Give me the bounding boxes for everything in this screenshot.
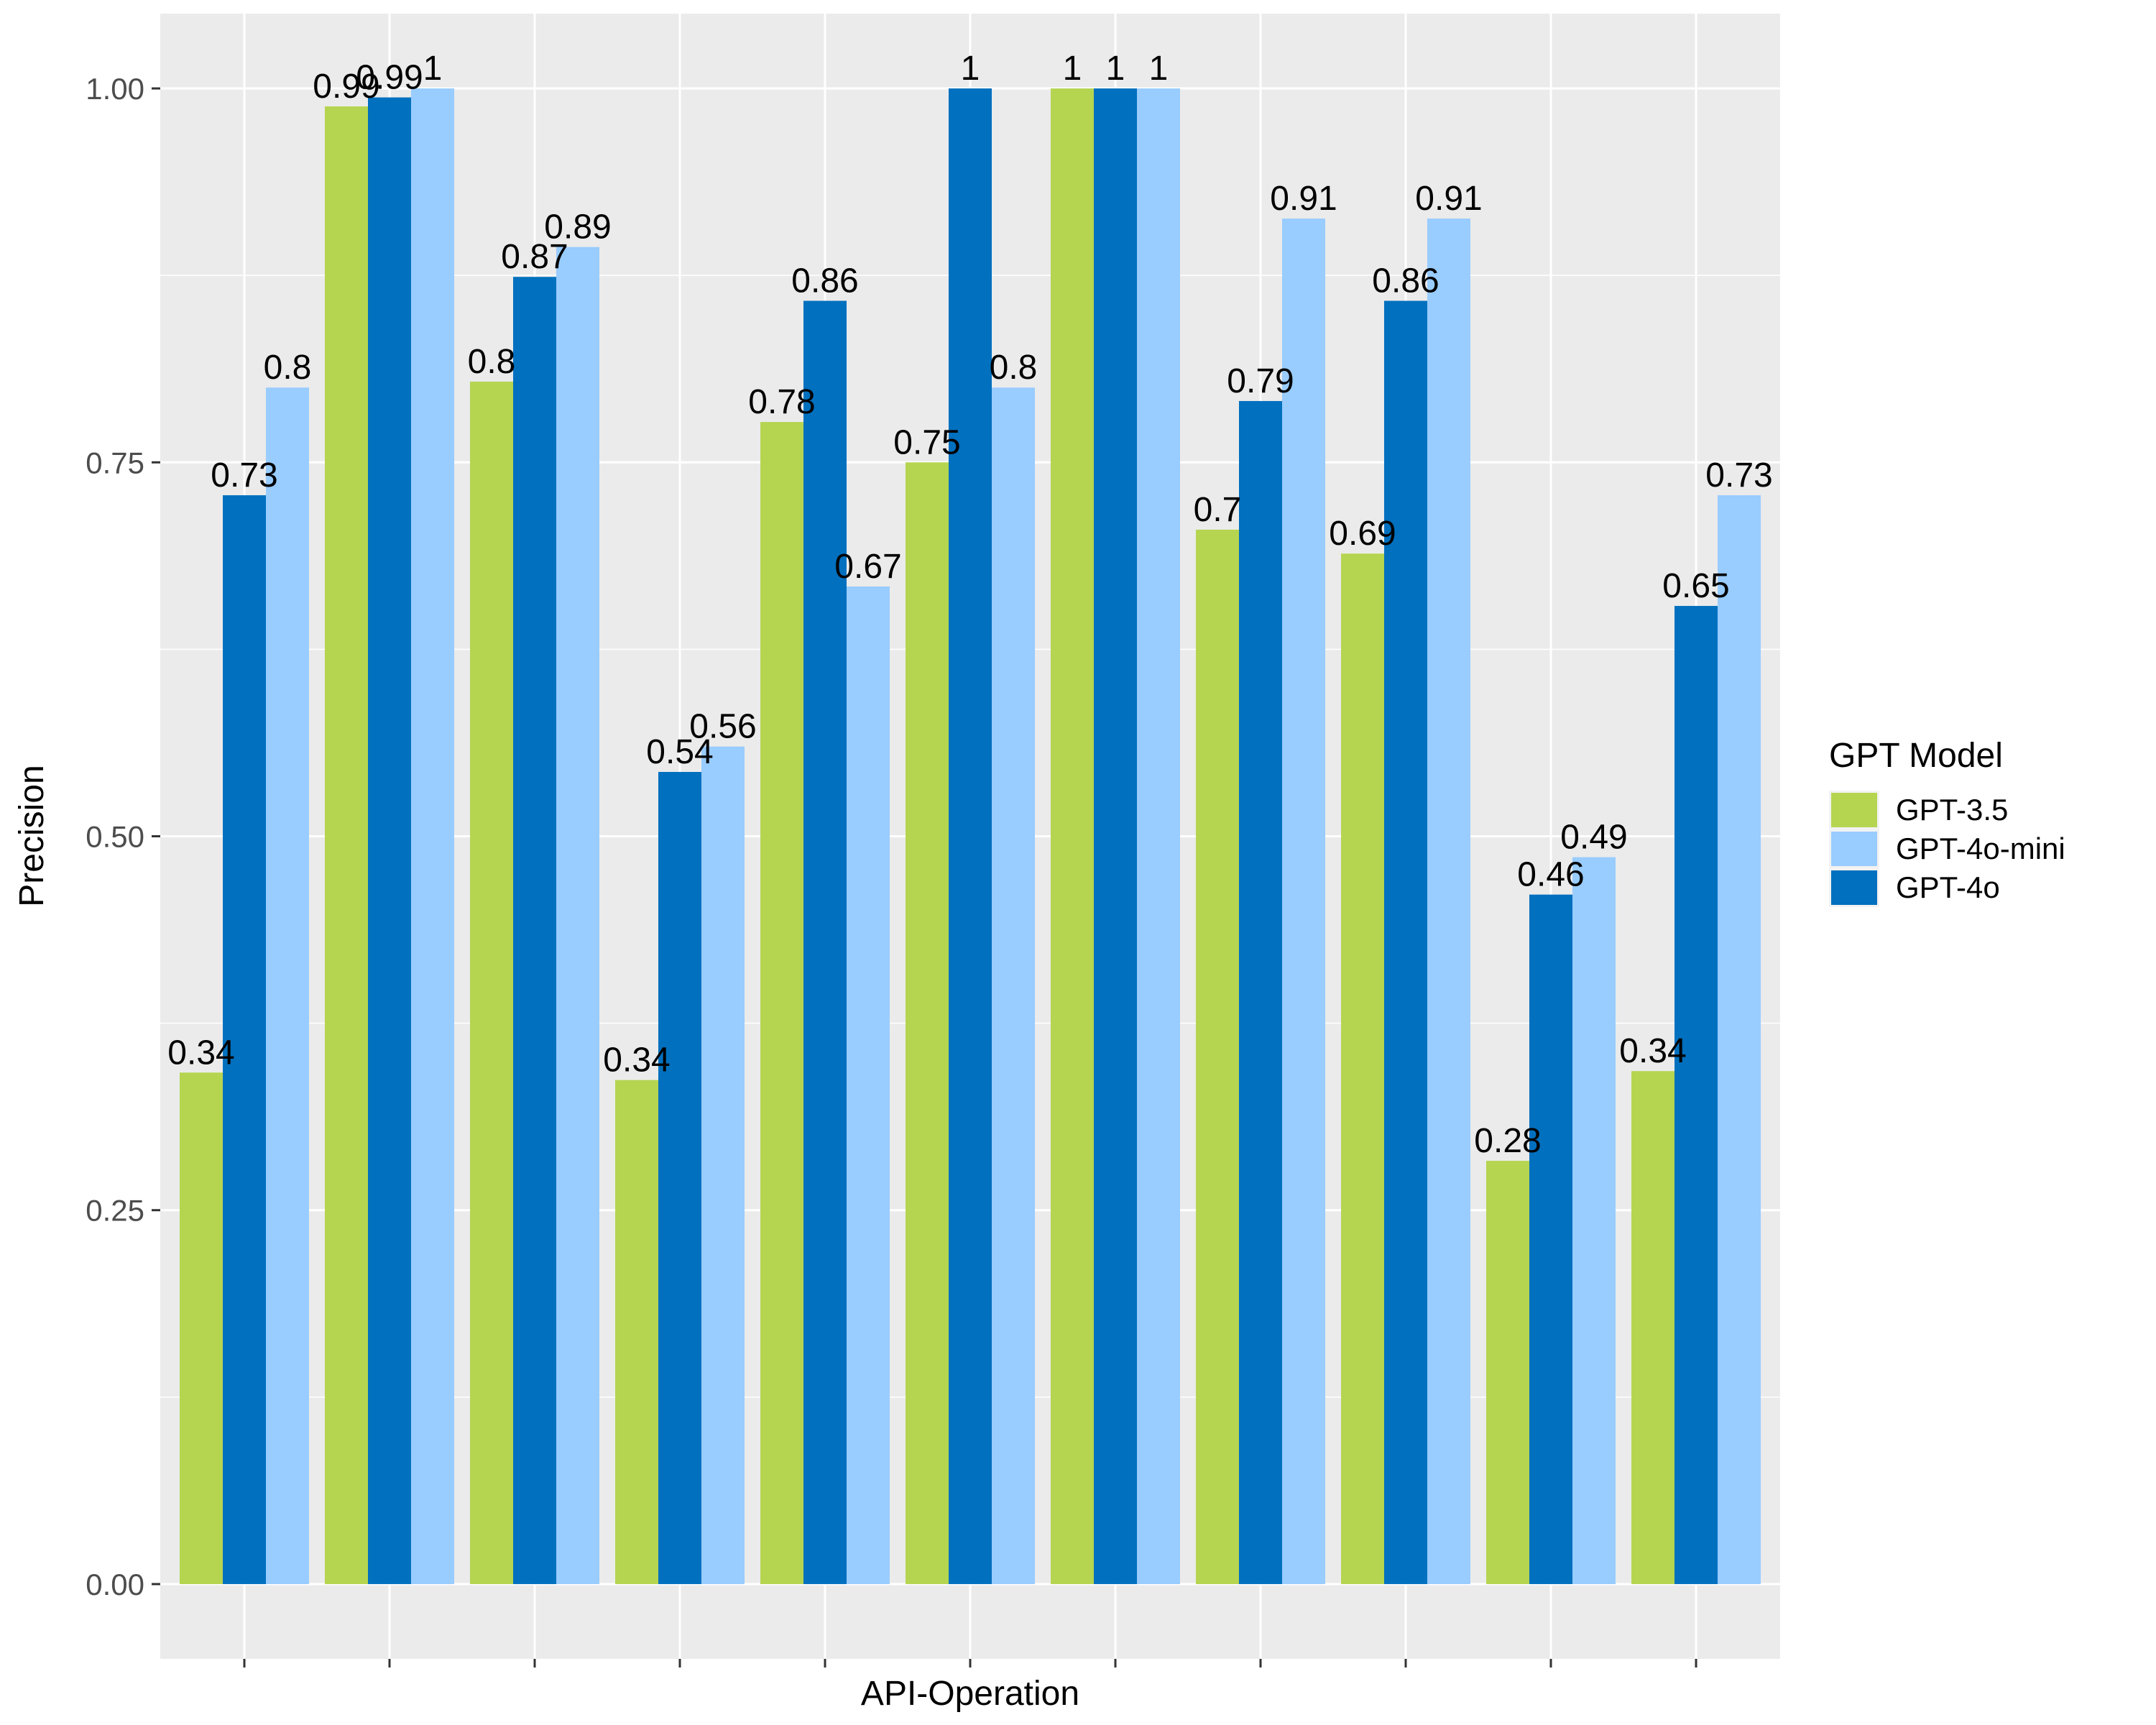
x-axis-title: API-Operation — [861, 1675, 1079, 1713]
y-axis: 0.00 0.25 0.50 0.75 1.00 — [86, 72, 160, 1601]
bar — [470, 381, 513, 1584]
data-label: 0.34 — [1619, 1032, 1686, 1070]
data-label: 0.28 — [1474, 1122, 1541, 1160]
legend-swatch — [1831, 870, 1877, 905]
data-label: 0.73 — [211, 456, 277, 494]
data-label: 0.99 — [313, 68, 379, 106]
data-label: 0.54 — [646, 733, 713, 771]
data-label: 1 — [1106, 50, 1125, 88]
data-labels: 0.340.730.80.990.99 10.80.870.890.340.540… — [167, 50, 1772, 1160]
data-label: 1 — [1063, 50, 1082, 88]
data-label: 0.34 — [167, 1034, 234, 1072]
data-label: 0.46 — [1517, 856, 1584, 894]
data-label: 0.91 — [1415, 180, 1482, 218]
bars — [180, 88, 1761, 1584]
bar — [180, 1072, 223, 1584]
data-label: 0.49 — [1560, 819, 1627, 857]
legend-label: GPT-4o — [1896, 870, 2000, 904]
bar — [1051, 88, 1094, 1584]
legend-swatch — [1831, 793, 1877, 827]
bar — [411, 88, 454, 1584]
data-label: 1 — [961, 50, 980, 88]
data-label: 0.91 — [1270, 180, 1337, 218]
bar — [1341, 553, 1384, 1584]
bar — [1094, 88, 1137, 1584]
bar — [1718, 495, 1761, 1584]
bar — [513, 277, 556, 1584]
legend-label: GPT-3.5 — [1896, 793, 2008, 827]
bar — [1137, 88, 1180, 1584]
bar — [701, 746, 745, 1584]
data-label: 0.7 — [1194, 491, 1242, 529]
data-label: 0.78 — [748, 383, 815, 421]
data-label: 0.87 — [501, 238, 568, 276]
bar — [325, 106, 368, 1584]
bar — [1427, 218, 1470, 1584]
data-label: 0.34 — [603, 1041, 670, 1080]
bar — [1282, 218, 1325, 1584]
data-label: 0.86 — [1372, 262, 1439, 300]
data-label: 0.8 — [990, 349, 1038, 387]
data-label: 0.65 — [1662, 567, 1729, 605]
y-tick-label: 0.50 — [86, 820, 144, 854]
legend-label: GPT-4o-mini — [1896, 832, 2065, 865]
data-label: 1 — [423, 50, 443, 88]
data-label: 0.86 — [791, 262, 858, 300]
y-tick-label: 0.00 — [86, 1568, 144, 1601]
data-label: 0.89 — [544, 208, 611, 247]
legend-title: GPT Model — [1829, 737, 2003, 775]
bar — [223, 495, 266, 1584]
legend: GPT Model GPT-3.5 GPT-4o-mini GPT-4o — [1829, 737, 2065, 907]
bar — [1239, 400, 1282, 1584]
data-label: 0.8 — [468, 343, 516, 381]
bar — [1384, 300, 1427, 1584]
data-label: 0.99 — [356, 59, 423, 97]
bar — [1572, 857, 1616, 1584]
bar — [1196, 529, 1239, 1584]
bar — [615, 1080, 658, 1584]
data-label: 0.79 — [1227, 362, 1294, 400]
bar — [847, 586, 890, 1584]
bar — [949, 88, 992, 1584]
y-axis-title: Precision — [13, 765, 51, 906]
bar — [992, 387, 1035, 1584]
y-tick-label: 0.75 — [86, 446, 144, 479]
bar — [368, 97, 411, 1584]
y-tick-label: 1.00 — [86, 72, 144, 106]
data-label: 0.69 — [1329, 515, 1396, 553]
bar — [906, 462, 949, 1584]
data-label: 0.8 — [264, 349, 312, 387]
bar — [1631, 1071, 1674, 1584]
data-label: 0.73 — [1705, 456, 1772, 494]
data-label: 0.67 — [834, 548, 901, 586]
bar — [658, 772, 701, 1584]
bar — [760, 422, 803, 1584]
data-label: 0.56 — [689, 708, 756, 746]
bar — [1674, 606, 1718, 1584]
legend-swatch — [1831, 832, 1877, 866]
bar — [266, 387, 309, 1584]
x-axis — [243, 1659, 1697, 1668]
bar — [1529, 894, 1572, 1584]
bar — [556, 247, 599, 1584]
bar — [803, 300, 847, 1584]
bar — [1486, 1161, 1529, 1584]
y-tick-label: 0.25 — [86, 1194, 144, 1228]
data-label: 0.75 — [893, 423, 960, 461]
data-label: 1 — [1149, 50, 1169, 88]
